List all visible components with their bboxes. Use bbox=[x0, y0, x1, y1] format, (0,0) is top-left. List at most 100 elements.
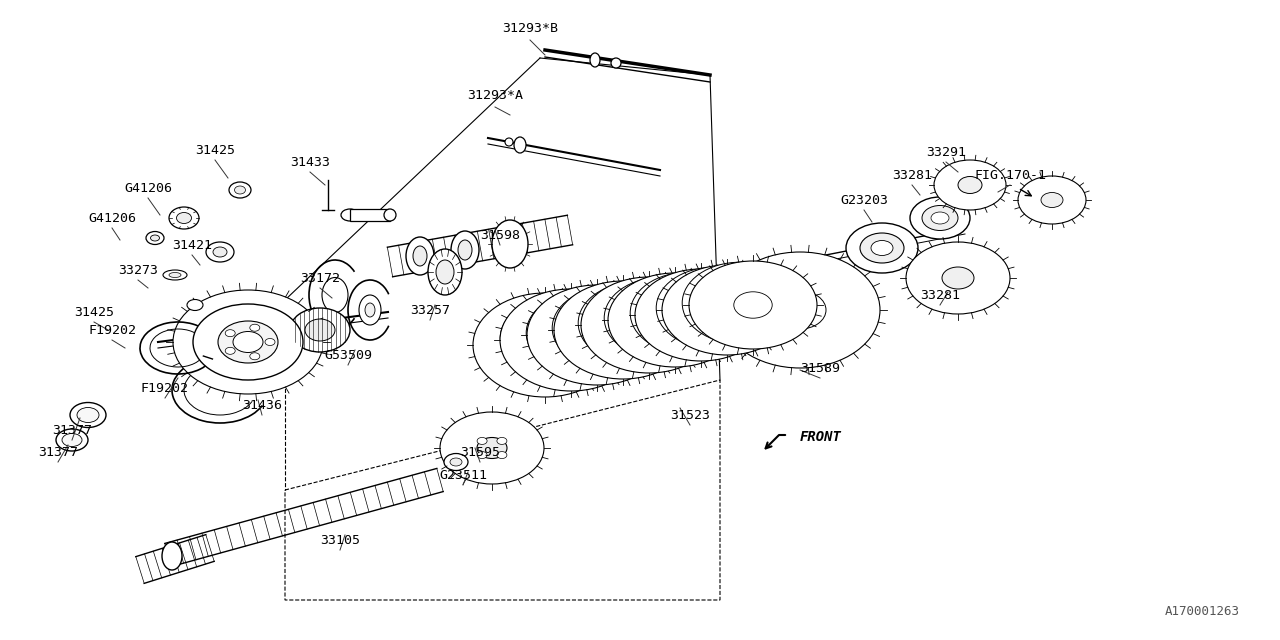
Ellipse shape bbox=[56, 429, 88, 451]
Ellipse shape bbox=[477, 438, 507, 458]
Circle shape bbox=[506, 138, 513, 146]
Text: 31436: 31436 bbox=[242, 399, 282, 412]
Ellipse shape bbox=[497, 437, 507, 444]
Ellipse shape bbox=[689, 261, 817, 349]
Ellipse shape bbox=[169, 207, 198, 229]
Ellipse shape bbox=[265, 339, 275, 346]
Ellipse shape bbox=[173, 290, 323, 394]
Ellipse shape bbox=[630, 272, 746, 354]
Text: 31421: 31421 bbox=[172, 239, 212, 252]
Ellipse shape bbox=[323, 278, 348, 312]
Ellipse shape bbox=[931, 212, 948, 224]
Ellipse shape bbox=[524, 330, 567, 360]
Ellipse shape bbox=[458, 240, 472, 260]
Text: G23203: G23203 bbox=[840, 193, 888, 207]
Text: 31425: 31425 bbox=[195, 143, 236, 157]
Text: FIG.170-1: FIG.170-1 bbox=[974, 168, 1046, 182]
Ellipse shape bbox=[146, 232, 164, 244]
Ellipse shape bbox=[603, 316, 644, 345]
Text: G53509: G53509 bbox=[324, 349, 372, 362]
Ellipse shape bbox=[428, 249, 462, 295]
Ellipse shape bbox=[440, 412, 544, 484]
Ellipse shape bbox=[527, 285, 667, 385]
Text: F19202: F19202 bbox=[88, 323, 136, 337]
Ellipse shape bbox=[340, 209, 358, 221]
Ellipse shape bbox=[774, 291, 826, 329]
Text: 31595: 31595 bbox=[460, 445, 500, 458]
Text: F19202: F19202 bbox=[141, 381, 189, 394]
Text: 31433: 31433 bbox=[291, 156, 330, 168]
Ellipse shape bbox=[358, 295, 381, 325]
Text: 31293*A: 31293*A bbox=[467, 88, 524, 102]
Ellipse shape bbox=[234, 186, 246, 194]
Ellipse shape bbox=[746, 271, 854, 349]
Bar bbox=[349, 209, 390, 221]
Ellipse shape bbox=[193, 304, 303, 380]
Ellipse shape bbox=[229, 182, 251, 198]
Ellipse shape bbox=[945, 168, 995, 202]
Ellipse shape bbox=[719, 252, 881, 368]
Ellipse shape bbox=[77, 408, 99, 422]
Ellipse shape bbox=[406, 237, 434, 275]
Ellipse shape bbox=[436, 260, 454, 284]
Ellipse shape bbox=[657, 268, 772, 349]
Ellipse shape bbox=[61, 433, 82, 447]
Ellipse shape bbox=[515, 137, 526, 153]
Ellipse shape bbox=[922, 253, 995, 303]
Ellipse shape bbox=[579, 282, 694, 364]
Ellipse shape bbox=[604, 277, 719, 359]
Ellipse shape bbox=[552, 287, 668, 369]
Text: 33257: 33257 bbox=[410, 303, 451, 317]
Ellipse shape bbox=[225, 330, 236, 337]
Ellipse shape bbox=[225, 348, 236, 355]
Ellipse shape bbox=[233, 332, 262, 353]
Text: 31523: 31523 bbox=[669, 408, 710, 422]
Ellipse shape bbox=[608, 273, 742, 367]
Ellipse shape bbox=[860, 233, 904, 263]
Ellipse shape bbox=[474, 293, 617, 397]
Text: 33281: 33281 bbox=[920, 289, 960, 301]
Ellipse shape bbox=[250, 353, 260, 360]
Ellipse shape bbox=[500, 289, 643, 391]
Ellipse shape bbox=[526, 292, 641, 374]
Ellipse shape bbox=[151, 235, 160, 241]
Ellipse shape bbox=[681, 301, 721, 329]
Ellipse shape bbox=[708, 296, 746, 323]
Ellipse shape bbox=[218, 321, 278, 363]
Ellipse shape bbox=[628, 310, 669, 339]
Ellipse shape bbox=[250, 324, 260, 332]
Text: FRONT: FRONT bbox=[800, 430, 842, 444]
Ellipse shape bbox=[492, 220, 529, 268]
Text: 31589: 31589 bbox=[800, 362, 840, 374]
Text: 31425: 31425 bbox=[74, 305, 114, 319]
Ellipse shape bbox=[177, 212, 192, 223]
Ellipse shape bbox=[581, 277, 717, 373]
Ellipse shape bbox=[554, 281, 692, 379]
Ellipse shape bbox=[477, 452, 488, 459]
Ellipse shape bbox=[169, 273, 180, 278]
Ellipse shape bbox=[906, 242, 1010, 314]
Text: 31293*B: 31293*B bbox=[502, 22, 558, 35]
Ellipse shape bbox=[500, 297, 616, 379]
Ellipse shape bbox=[733, 292, 772, 318]
Ellipse shape bbox=[497, 452, 507, 459]
Ellipse shape bbox=[870, 241, 893, 255]
Ellipse shape bbox=[444, 454, 468, 470]
Ellipse shape bbox=[477, 437, 488, 444]
Text: 33172: 33172 bbox=[300, 271, 340, 285]
Ellipse shape bbox=[451, 231, 479, 269]
Ellipse shape bbox=[1041, 193, 1062, 207]
Text: 33291: 33291 bbox=[925, 145, 966, 159]
Ellipse shape bbox=[635, 269, 767, 361]
Ellipse shape bbox=[576, 320, 618, 350]
Ellipse shape bbox=[187, 300, 204, 310]
Ellipse shape bbox=[305, 319, 335, 341]
Ellipse shape bbox=[957, 177, 982, 193]
Ellipse shape bbox=[384, 209, 396, 221]
Ellipse shape bbox=[590, 53, 600, 67]
Ellipse shape bbox=[460, 426, 524, 470]
Ellipse shape bbox=[163, 270, 187, 280]
Ellipse shape bbox=[212, 247, 227, 257]
Ellipse shape bbox=[655, 306, 695, 334]
Ellipse shape bbox=[291, 308, 349, 352]
